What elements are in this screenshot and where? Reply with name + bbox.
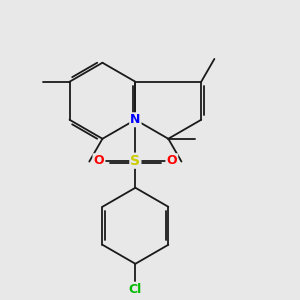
Text: Cl: Cl	[129, 283, 142, 296]
Text: S: S	[130, 154, 140, 168]
Text: O: O	[167, 154, 177, 167]
Text: O: O	[94, 154, 104, 167]
Text: N: N	[130, 113, 141, 126]
